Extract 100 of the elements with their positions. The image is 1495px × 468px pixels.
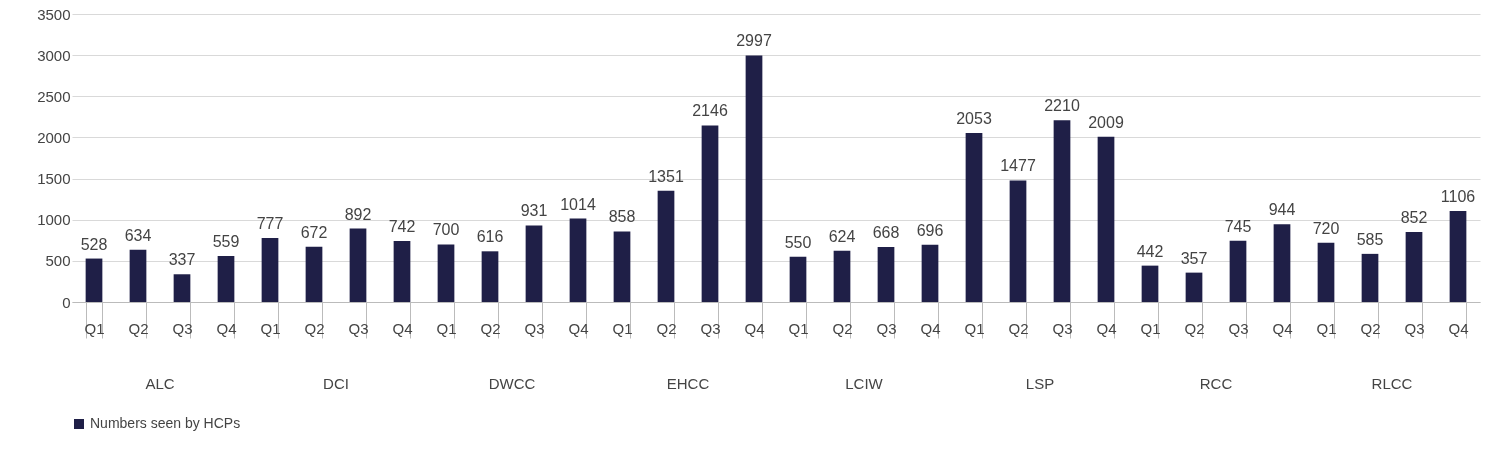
text: DCI: [323, 375, 349, 392]
legend-label: Numbers seen by HCPs: [90, 415, 241, 431]
y-tick-label: 1000: [37, 211, 71, 229]
data-label: 442: [1136, 242, 1164, 260]
x-tick-label: Q1: [1140, 319, 1161, 337]
data-label: 1106: [1440, 187, 1476, 205]
x-tick-label: Q3: [1404, 319, 1425, 337]
data-label: 852: [1400, 208, 1428, 226]
y-tick-label: 500: [45, 252, 71, 270]
bar: [1449, 210, 1467, 302]
y-tick-label: 1500: [37, 170, 71, 188]
x-tick-label: Q3: [1052, 319, 1073, 337]
x-tick-label: Q4: [1272, 319, 1293, 337]
x-tick-label: Q2: [1184, 319, 1205, 337]
x-tick-label: Q4: [568, 319, 589, 337]
data-label: 624: [828, 227, 856, 245]
bar: [657, 190, 675, 302]
bar: [481, 251, 499, 302]
x-tick-label: Q4: [392, 319, 413, 337]
x-tick-label: Q3: [524, 319, 545, 337]
x-tick-label: Q2: [1008, 319, 1029, 337]
bar: [965, 133, 983, 302]
data-label: 720: [1312, 219, 1340, 237]
bar: [305, 246, 323, 302]
x-tick-label: Q2: [656, 319, 677, 337]
data-label: 742: [388, 217, 416, 235]
y-tick-label: 0: [62, 293, 71, 311]
y-tick-label: 2000: [37, 128, 71, 146]
data-label: 944: [1268, 201, 1296, 219]
data-label: 337: [168, 251, 196, 269]
data-label: 777: [256, 215, 284, 233]
data-label: 550: [784, 233, 812, 251]
bar: [877, 247, 895, 302]
data-label: 2210: [1044, 97, 1080, 115]
data-label: 2009: [1088, 113, 1124, 131]
y-tick-label: 3000: [37, 46, 71, 64]
x-tick-label: Q4: [744, 319, 765, 337]
bar: [1405, 231, 1423, 302]
data-label: 892: [344, 205, 372, 223]
bar: [525, 225, 543, 302]
x-tick-label: Q3: [876, 319, 897, 337]
x-tick-label: Q1: [1316, 319, 1337, 337]
x-tick-label: Q2: [832, 319, 853, 337]
data-label: 616: [476, 228, 504, 246]
text: LCIW: [845, 375, 884, 392]
bar: [1097, 136, 1115, 302]
text: EHCC: [666, 375, 710, 392]
text: RCC: [1199, 375, 1233, 392]
data-label: 1014: [560, 195, 596, 213]
x-tick-label: Q1: [260, 319, 281, 337]
data-label: 528: [80, 235, 108, 253]
bar: [789, 256, 807, 302]
x-tick-label: Q3: [700, 319, 721, 337]
x-tick-label: Q1: [612, 319, 633, 337]
x-tick-label: Q3: [348, 319, 369, 337]
bar: [745, 55, 763, 302]
data-label: 668: [872, 224, 900, 242]
x-tick-label: Q4: [1096, 319, 1117, 337]
data-label: 672: [300, 223, 328, 241]
x-tick-label: Q4: [1448, 319, 1469, 337]
text: LSP: [1025, 375, 1055, 392]
bar: [1229, 240, 1247, 302]
data-label: 700: [432, 221, 460, 239]
bar: [1009, 180, 1027, 302]
bar: [173, 274, 191, 302]
data-label: 1477: [1000, 157, 1036, 175]
x-tick-label: Q1: [964, 319, 985, 337]
data-label: 858: [608, 208, 636, 226]
bar: [1141, 265, 1159, 302]
x-tick-label: Q3: [172, 319, 193, 337]
bar: [701, 125, 719, 302]
x-tick-label: Q4: [920, 319, 941, 337]
bar: [217, 256, 235, 302]
bar: [1053, 120, 1071, 302]
bar: [613, 231, 631, 302]
x-tick-label: Q3: [1228, 319, 1249, 337]
data-label: 585: [1356, 230, 1384, 248]
bar: [1361, 253, 1379, 302]
text: RLCC: [1371, 375, 1413, 392]
y-tick-label: 3500: [37, 5, 71, 23]
bar: [261, 238, 279, 302]
data-label: 357: [1180, 249, 1208, 267]
x-tick-label: Q2: [128, 319, 149, 337]
data-label: 634: [124, 226, 152, 244]
bar: [1273, 224, 1291, 302]
data-label: 1351: [648, 167, 684, 185]
data-label: 559: [212, 233, 240, 250]
bar: [85, 258, 103, 302]
text: ALC: [145, 375, 175, 392]
x-tick-label: Q1: [84, 319, 105, 337]
data-label: 696: [916, 221, 944, 239]
bar: [129, 249, 147, 302]
data-label: 2053: [956, 110, 992, 128]
bar: [1317, 242, 1335, 302]
x-tick-label: Q2: [304, 319, 325, 337]
bar: [393, 240, 411, 302]
x-tick-label: Q2: [1360, 319, 1381, 337]
bar: [833, 250, 851, 302]
bar: [569, 218, 587, 302]
y-tick-label: 2500: [37, 87, 71, 105]
